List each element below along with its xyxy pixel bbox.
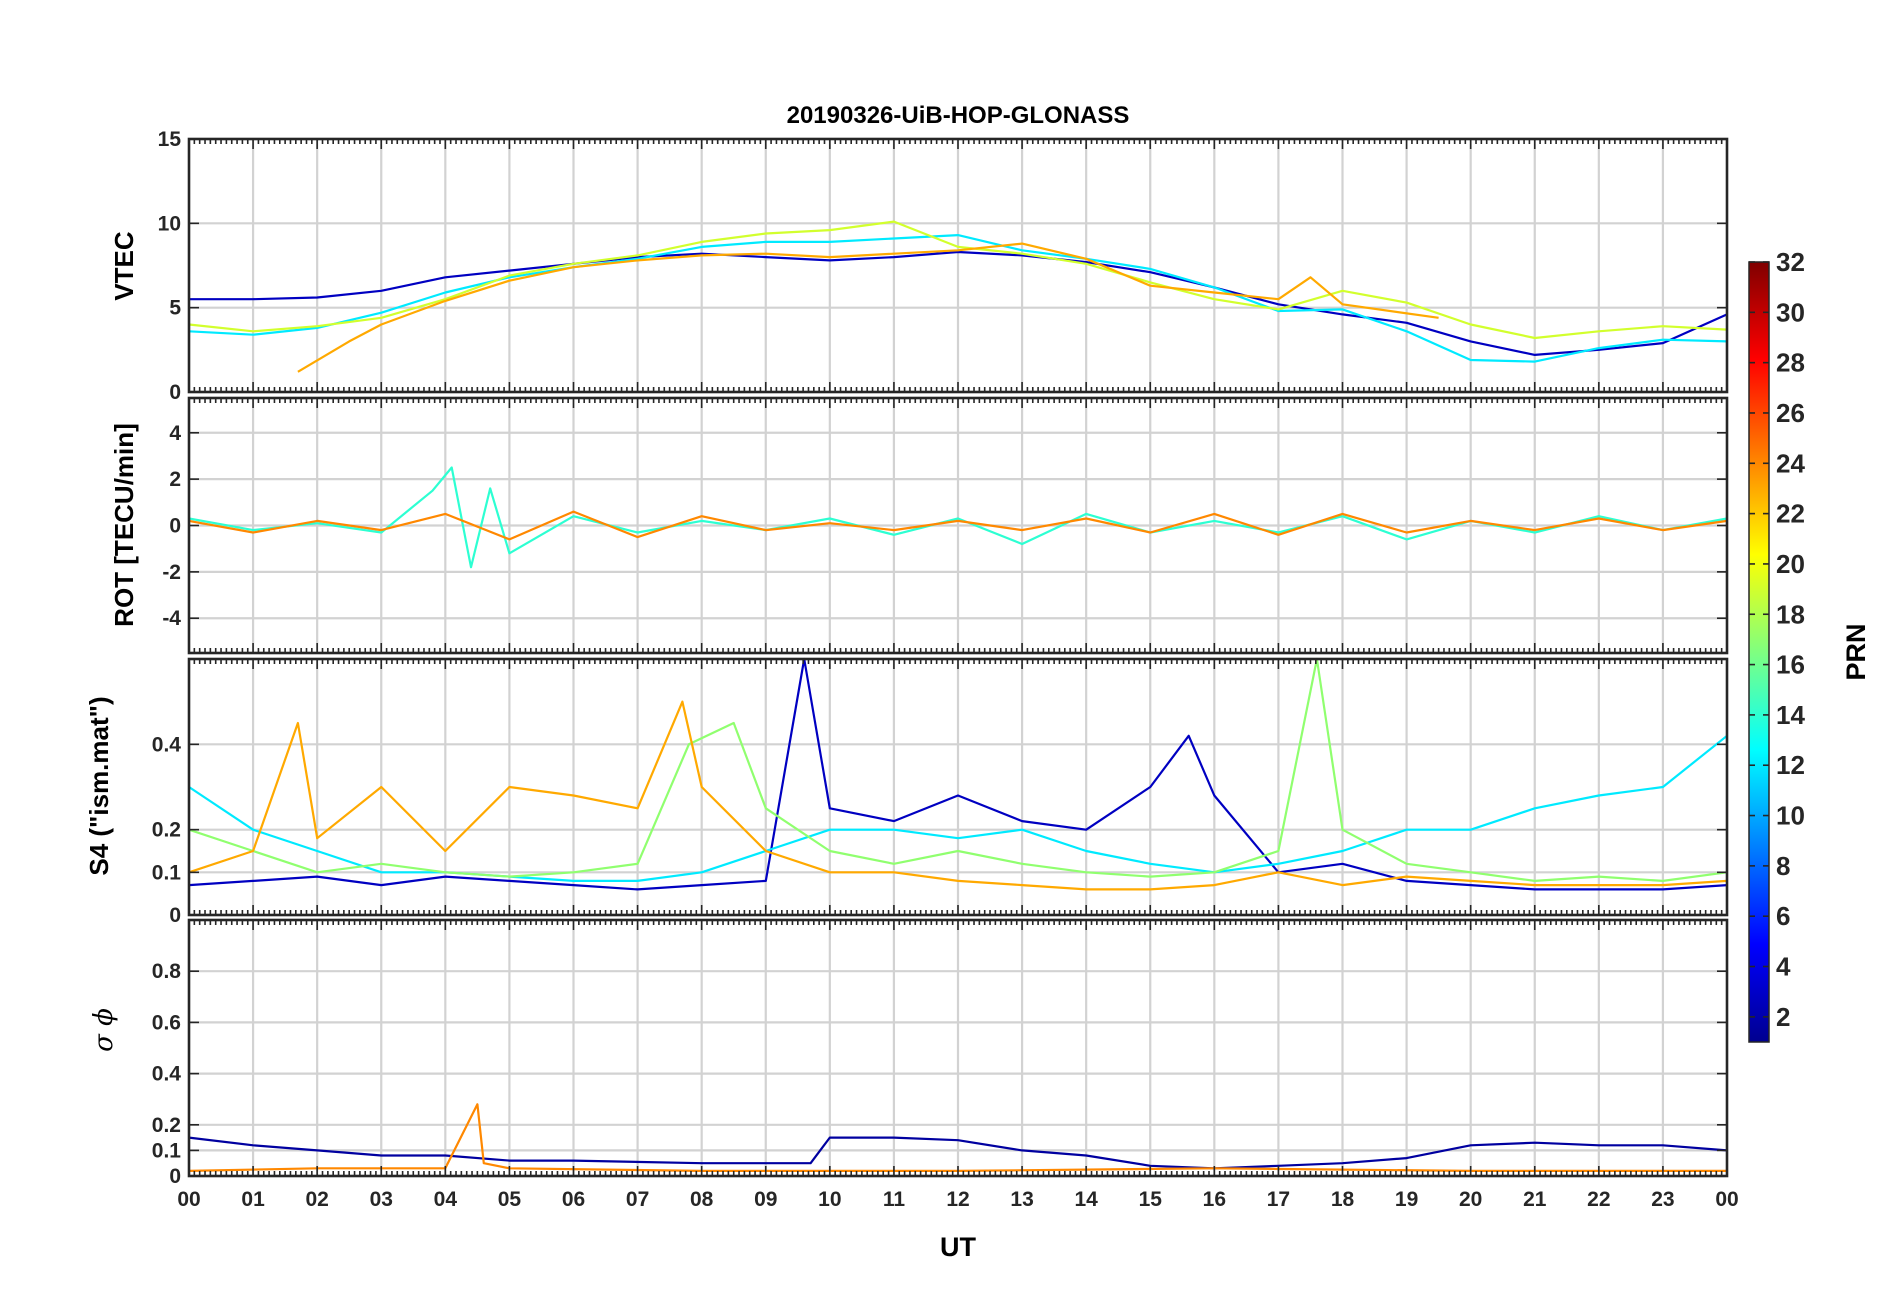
x-tick-label: 00 (177, 1188, 200, 1211)
colorbar-tick-label: 28 (1776, 348, 1805, 378)
rot-lines (188, 466, 1728, 569)
vtec-series-prn-19 (188, 220, 1728, 340)
x-tick-label: 00 (1715, 1188, 1738, 1211)
sigma-phi-ytick-label: 0 (169, 1165, 181, 1188)
vtec-series-prn-12 (188, 234, 1728, 363)
vtec-ylabel: VTEC (109, 231, 139, 301)
s4-series-prn-3 (188, 657, 1728, 891)
sigma-phi-ytick-label: 0.1 (152, 1139, 182, 1162)
rot-series-prn-24 (188, 510, 1728, 541)
rot-ytick-label: -4 (162, 607, 181, 630)
x-tick-label: 07 (626, 1188, 649, 1211)
s4-ytick-label: 0.1 (152, 861, 182, 884)
s4-ylabel: S4 ("ism.mat") (84, 696, 114, 875)
x-tick-label: 09 (754, 1188, 777, 1211)
s4-ytick-label: 0 (169, 904, 181, 927)
colorbar-tick-label: 6 (1776, 901, 1790, 931)
rot-ytick-label: -2 (162, 561, 181, 584)
rot-ytick-label: 4 (169, 422, 181, 445)
sigma-phi-ytick-label: 0.6 (152, 1011, 181, 1034)
s4-series-prn-17 (188, 657, 1728, 883)
colorbar-gradient (1748, 261, 1770, 1043)
colorbar-tick-label: 32 (1776, 247, 1805, 277)
colorbar-tick-label: 2 (1776, 1002, 1790, 1032)
panel-rot: -4 -2 0 2 4 ROT [TECU/min] (109, 396, 1729, 655)
x-tick-label: 16 (1203, 1188, 1226, 1211)
colorbar-tick-label: 30 (1776, 297, 1805, 327)
vtec-series-prn-23 (297, 242, 1439, 373)
x-tick-label: 21 (1523, 1188, 1547, 1211)
x-tick-label: 06 (562, 1188, 585, 1211)
x-tick-label: 17 (1267, 1188, 1290, 1211)
colorbar-tick-label: 14 (1776, 700, 1805, 730)
x-tick-label: 03 (370, 1188, 393, 1211)
vtec-series-prn-3 (189, 250, 1728, 356)
colorbar-tick-label: 16 (1776, 650, 1805, 680)
s4-ytick-label: 0.2 (152, 819, 181, 842)
vtec-lines (188, 220, 1728, 373)
rot-ylabel: ROT [TECU/min] (109, 423, 139, 627)
sigma-phi-ylabel: σ ϕ (89, 1008, 119, 1052)
x-tick-label: 11 (883, 1188, 906, 1211)
sigma-phi-ytick-label: 0.2 (152, 1114, 181, 1137)
panel-vtec: 0 5 10 15 VTEC (109, 128, 1729, 404)
x-tick-label: 23 (1651, 1188, 1674, 1211)
s4-series-prn-23 (188, 700, 1728, 891)
x-tick-label: 10 (818, 1188, 841, 1211)
x-tick-label: 05 (498, 1188, 522, 1211)
sigma-phi-ytick-label: 0.8 (152, 960, 182, 983)
colorbar-tick-label: 8 (1776, 851, 1790, 881)
x-tick-label: 08 (690, 1188, 714, 1211)
x-tick-label: 02 (305, 1188, 328, 1211)
colorbar-label: PRN (1841, 623, 1871, 680)
panel-sigma-phi: 0 0.10.2 0.4 0.6 0.8 σ ϕ (89, 918, 1729, 1188)
vtec-ytick-label: 15 (158, 128, 182, 151)
x-tick-label: 18 (1331, 1188, 1355, 1211)
x-tick-label: 04 (434, 1188, 458, 1211)
colorbar-tick-label: 24 (1776, 448, 1805, 478)
s4-lines (188, 657, 1728, 891)
colorbar-tick-label: 22 (1776, 499, 1805, 529)
sigma-phi-series-prn-2 (188, 1136, 1728, 1170)
x-tick-label: 01 (241, 1188, 265, 1211)
colorbar-tick-label: 4 (1776, 952, 1791, 982)
vtec-ytick-label: 5 (169, 297, 181, 320)
x-tick-label: 19 (1395, 1188, 1418, 1211)
x-tick-label: 12 (946, 1188, 969, 1211)
sigma-phi-ytick-label: 0.4 (152, 1063, 182, 1086)
x-tick-label: 20 (1459, 1188, 1482, 1211)
x-axis-label: UT (940, 1232, 976, 1262)
colorbar-tick-label: 26 (1776, 398, 1805, 428)
colorbar-tick-label: 12 (1776, 750, 1805, 780)
s4-ytick-label: 0.4 (152, 733, 182, 756)
vtec-ytick-label: 0 (169, 381, 181, 404)
x-tick-label: 14 (1074, 1188, 1098, 1211)
colorbar-tick-label: 18 (1776, 599, 1805, 629)
x-tick-labels: 00 01 02 03 04 05 06 07 08 09 10 11 12 13 14 15 16 17 18 19… (177, 1188, 1738, 1211)
rot-ytick-label: 0 (169, 515, 181, 538)
chart-title: 20190326-UiB-HOP-GLONASS (787, 102, 1130, 129)
panel-s4: 0 0.1 0.2 0.4 S4 ("ism.mat") (84, 657, 1729, 927)
rot-ytick-label: 2 (169, 468, 181, 491)
colorbar-tick-label: 10 (1776, 801, 1805, 831)
vtec-ytick-label: 10 (158, 212, 181, 235)
x-tick-label: 15 (1139, 1188, 1163, 1211)
colorbar-tick-label: 20 (1776, 549, 1805, 579)
x-tick-label: 13 (1010, 1188, 1033, 1211)
x-tick-label: 22 (1587, 1188, 1610, 1211)
